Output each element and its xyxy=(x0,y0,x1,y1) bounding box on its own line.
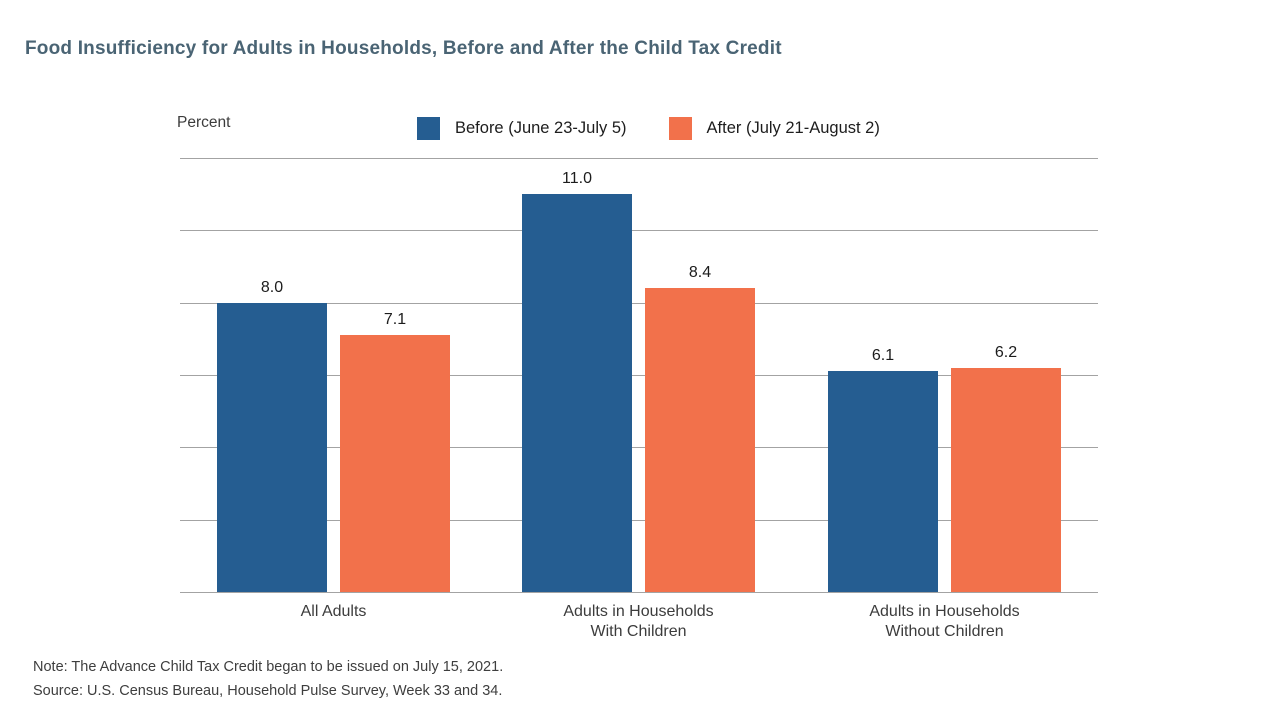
legend: Before (June 23-July 5) After (July 21-A… xyxy=(417,117,880,140)
legend-label-after: After (July 21-August 2) xyxy=(706,119,880,137)
plot-area: 8.0 11.0 6.1 7.1 8.4 6.2 All Adults Adults in H… xyxy=(180,158,1098,640)
category-label: Adults in Households With Children xyxy=(563,603,714,640)
bar-value-label: 7.1 xyxy=(383,311,407,329)
gridline xyxy=(180,158,1098,159)
gridline xyxy=(180,519,1098,521)
gridline xyxy=(180,375,1098,376)
gridline xyxy=(180,302,1098,304)
bar-value-label: 6.2 xyxy=(994,343,1018,361)
bar-before-group1 xyxy=(217,302,327,592)
y-axis-label: Percent xyxy=(177,114,231,131)
gridline xyxy=(180,230,1098,232)
category-label: All Adults xyxy=(300,603,367,620)
bar-value-label: 8.0 xyxy=(260,278,284,296)
legend-swatch-after xyxy=(668,117,692,140)
bar-value-label: 6.1 xyxy=(871,347,895,365)
bar-value-label: 8.4 xyxy=(688,264,712,282)
x-axis-baseline xyxy=(180,592,1098,593)
legend-item-before: Before (June 23-July 5) xyxy=(417,117,627,140)
bar-after-group2 xyxy=(645,288,755,592)
bar-value-label: 11.0 xyxy=(562,170,592,188)
gridline xyxy=(180,447,1098,449)
bar-before-group2 xyxy=(522,194,632,592)
source-text: Source: U.S. Census Bureau, Household Pu… xyxy=(33,683,503,699)
bar-before-group3 xyxy=(828,371,938,592)
chart-title: Food Insufficiency for Adults in Househo… xyxy=(25,38,782,59)
legend-swatch-before xyxy=(417,117,440,140)
bar-after-group3 xyxy=(951,367,1061,592)
legend-label-before: Before (June 23-July 5) xyxy=(455,119,627,137)
legend-item-after: After (July 21-August 2) xyxy=(668,117,880,140)
bar-after-group1 xyxy=(340,335,450,592)
note-text: Note: The Advance Child Tax Credit began… xyxy=(33,659,504,675)
category-label: Adults in Households Without Children xyxy=(869,603,1020,640)
